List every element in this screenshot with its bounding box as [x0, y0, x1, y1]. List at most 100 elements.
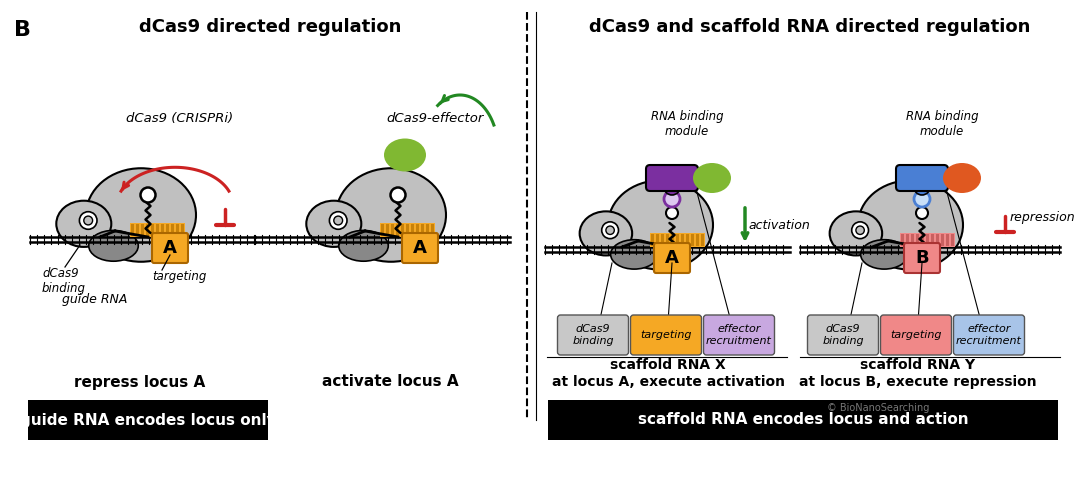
- Text: repression: repression: [1010, 210, 1076, 224]
- Ellipse shape: [610, 239, 658, 269]
- Bar: [946, 234, 949, 246]
- Text: A: A: [413, 239, 427, 257]
- FancyBboxPatch shape: [646, 165, 698, 191]
- Circle shape: [914, 179, 930, 195]
- Bar: [421, 224, 424, 236]
- Bar: [151, 224, 154, 236]
- Text: © BioNanoSearching: © BioNanoSearching: [827, 403, 929, 413]
- Circle shape: [329, 212, 347, 229]
- Ellipse shape: [580, 211, 632, 255]
- Bar: [431, 224, 434, 236]
- Bar: [166, 224, 168, 236]
- Bar: [131, 224, 134, 236]
- Bar: [671, 234, 674, 246]
- Bar: [391, 224, 394, 236]
- Ellipse shape: [608, 180, 713, 270]
- Circle shape: [664, 179, 680, 195]
- Circle shape: [391, 187, 405, 203]
- Text: at locus B, execute repression: at locus B, execute repression: [799, 375, 1037, 389]
- Text: RNA binding
module: RNA binding module: [906, 110, 978, 138]
- Circle shape: [84, 216, 93, 225]
- Text: activate locus A: activate locus A: [322, 374, 458, 390]
- Circle shape: [852, 222, 868, 239]
- Text: targeting: targeting: [152, 270, 206, 283]
- Bar: [691, 234, 694, 246]
- FancyBboxPatch shape: [703, 315, 774, 355]
- FancyBboxPatch shape: [654, 243, 690, 273]
- Bar: [406, 224, 409, 236]
- Bar: [701, 234, 704, 246]
- Bar: [936, 234, 939, 246]
- Bar: [681, 234, 684, 246]
- Ellipse shape: [384, 139, 426, 172]
- Bar: [548, 400, 1058, 440]
- Ellipse shape: [858, 180, 963, 270]
- Bar: [921, 234, 924, 246]
- Bar: [931, 234, 934, 246]
- Circle shape: [80, 212, 97, 229]
- Text: effector
recruitment: effector recruitment: [706, 324, 772, 346]
- Bar: [686, 234, 689, 246]
- Text: guide RNA: guide RNA: [63, 293, 127, 306]
- Text: dCas9
binding: dCas9 binding: [572, 324, 613, 346]
- Bar: [651, 234, 654, 246]
- Bar: [416, 224, 419, 236]
- Circle shape: [666, 207, 678, 219]
- Circle shape: [855, 226, 864, 234]
- Bar: [130, 223, 185, 237]
- Bar: [396, 224, 399, 236]
- Circle shape: [334, 216, 342, 225]
- Text: A: A: [665, 249, 679, 267]
- Bar: [176, 224, 179, 236]
- Bar: [906, 234, 909, 246]
- Circle shape: [664, 191, 680, 207]
- Bar: [161, 224, 164, 236]
- Circle shape: [606, 226, 615, 234]
- FancyBboxPatch shape: [631, 315, 702, 355]
- Text: dCas9 and scaffold RNA directed regulation: dCas9 and scaffold RNA directed regulati…: [590, 18, 1030, 36]
- Bar: [912, 234, 914, 246]
- Bar: [386, 224, 389, 236]
- FancyBboxPatch shape: [557, 315, 629, 355]
- Bar: [381, 224, 384, 236]
- Bar: [901, 234, 904, 246]
- Ellipse shape: [829, 211, 882, 255]
- Bar: [650, 233, 705, 247]
- Ellipse shape: [861, 239, 908, 269]
- Bar: [661, 234, 664, 246]
- FancyBboxPatch shape: [880, 315, 951, 355]
- Circle shape: [602, 222, 619, 239]
- Text: dCas9-effector: dCas9-effector: [387, 112, 484, 125]
- Ellipse shape: [339, 230, 388, 261]
- Bar: [426, 224, 429, 236]
- Text: targeting: targeting: [640, 330, 692, 340]
- Text: RNA binding
module: RNA binding module: [650, 110, 724, 138]
- Bar: [28, 400, 268, 440]
- Bar: [136, 224, 139, 236]
- Text: dCas9 directed regulation: dCas9 directed regulation: [139, 18, 401, 36]
- Bar: [146, 224, 149, 236]
- Ellipse shape: [336, 168, 446, 262]
- Text: guide RNA encodes locus only: guide RNA encodes locus only: [19, 413, 276, 427]
- Text: at locus A, execute activation: at locus A, execute activation: [552, 375, 784, 389]
- Ellipse shape: [943, 163, 981, 193]
- Text: dCas9 (CRISPRi): dCas9 (CRISPRi): [126, 112, 233, 125]
- Bar: [656, 234, 659, 246]
- Bar: [696, 234, 699, 246]
- Ellipse shape: [307, 201, 362, 247]
- FancyBboxPatch shape: [904, 243, 940, 273]
- Bar: [411, 224, 414, 236]
- Text: dCas9
binding: dCas9 binding: [822, 324, 864, 346]
- Bar: [926, 234, 929, 246]
- Ellipse shape: [693, 163, 731, 193]
- Text: scaffold RNA encodes locus and action: scaffold RNA encodes locus and action: [637, 413, 969, 427]
- FancyBboxPatch shape: [402, 233, 438, 263]
- FancyBboxPatch shape: [954, 315, 1025, 355]
- Bar: [916, 234, 919, 246]
- Bar: [951, 234, 954, 246]
- Text: activation: activation: [748, 218, 810, 231]
- Circle shape: [140, 187, 156, 203]
- Circle shape: [914, 191, 930, 207]
- Bar: [171, 224, 174, 236]
- Bar: [941, 234, 944, 246]
